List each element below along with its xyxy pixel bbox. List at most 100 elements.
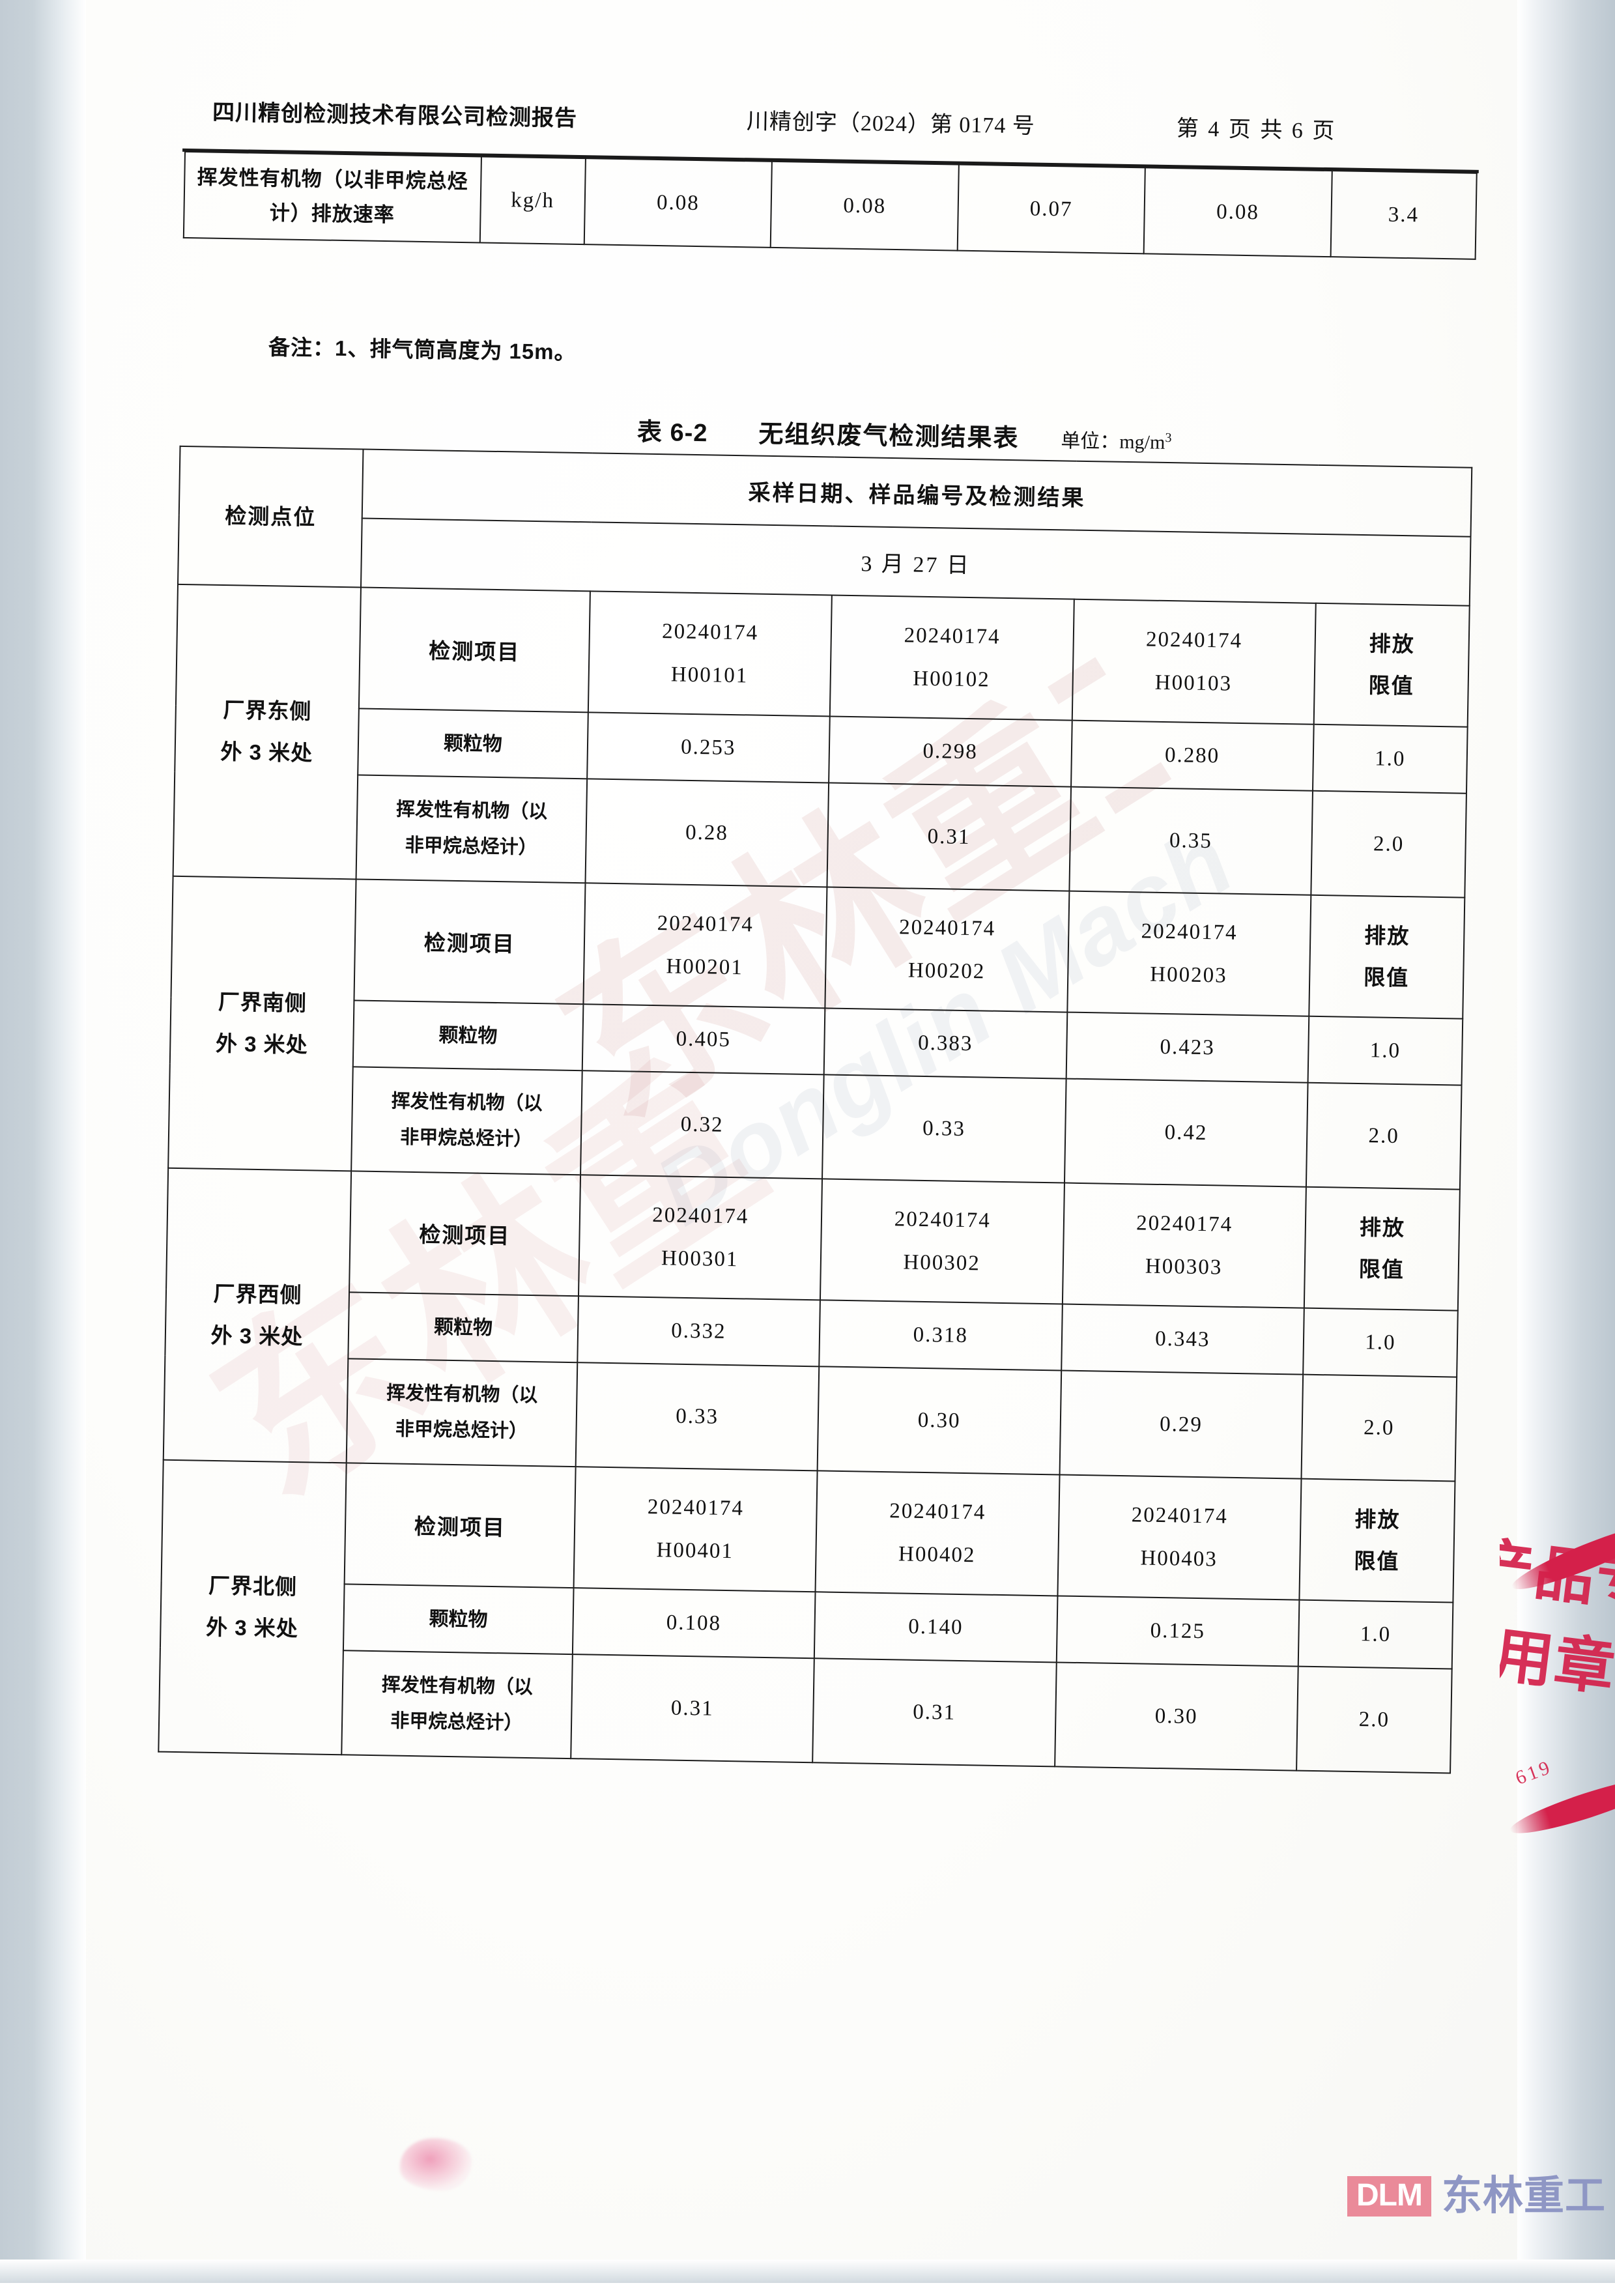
sample-id: H00101 [670,663,749,688]
sample-prefix: 20240174 [904,624,1001,649]
sample-id: H00403 [1140,1546,1218,1571]
item-label-line2: 非甲烷总烃计） [400,1126,533,1150]
cell-voc-1-2: 0.31 [827,782,1071,891]
site-line2: 外 3 米处 [205,1614,299,1641]
sample-id: H00303 [1145,1254,1223,1280]
brand-logo: DLM 东林重工 [1347,2176,1606,2217]
cell-value-3: 0.07 [957,164,1146,254]
table-row: 挥发性有机物（以 非甲烷总烃计） 0.31 0.31 0.30 2.0 [158,1648,1452,1773]
limit-header-line1: 排放 [1354,1506,1401,1532]
table-note: 备注：1、排气筒高度为 15m。 [268,335,577,364]
sample-prefix: 20240174 [898,915,996,941]
item-header-label: 检测项目 [423,930,516,956]
site-line2: 外 3 米处 [215,1031,309,1057]
report-document-number: 川精创字（2024）第 0174 号 [746,109,1036,139]
cell-sample-1-1: 20240174 H00101 [588,591,832,717]
sample-prefix: 20240174 [647,1495,745,1521]
cell-voc-3-1: 0.33 [575,1362,820,1471]
sample-prefix: 20240174 [1141,919,1238,945]
site-line1: 厂界南侧 [218,989,307,1015]
header-group-label: 采样日期、样品编号及检测结果 [748,480,1086,511]
cell-voc-1-3: 0.35 [1068,786,1313,895]
item-header-label: 检测项目 [414,1514,506,1540]
cell-site-3: 厂界西侧 外 3 米处 [163,1168,352,1463]
item-label: 颗粒物 [438,1024,498,1047]
brand-badge-dlm: DLM [1347,2176,1431,2217]
sample-prefix: 20240174 [1131,1503,1229,1528]
sample-id: H00102 [913,667,990,692]
cell-particulate-limit-1: 1.0 [1312,724,1468,794]
cell-sample-3-1: 20240174 H00301 [578,1175,823,1300]
brand-name-chinese: 东林重工 [1441,2174,1606,2218]
sample-prefix: 20240174 [661,620,759,645]
sampling-date-label: 3 月 27 日 [861,551,971,578]
cell-item-header-1: 检测项目 [359,587,590,713]
limit-header-line2: 限值 [1368,673,1414,698]
site-line1: 厂界东侧 [223,697,312,723]
cell-voc-2-1: 0.32 [580,1070,824,1179]
limit-header-line1: 排放 [1369,631,1416,656]
cell-sample-2-3: 20240174 H00203 [1066,891,1311,1016]
cell-particulate-4-2: 0.140 [814,1592,1057,1663]
cell-item-header-2: 检测项目 [354,879,586,1005]
cell-sample-2-1: 20240174 H00201 [582,883,827,1009]
cell-unit: kg/h [479,156,586,245]
item-label-line2: 非甲烷总烃计） [395,1418,528,1442]
header-point-label: 检测点位 [225,504,317,530]
cell-sample-4-1: 20240174 H00401 [573,1467,818,1592]
cell-voc-3-2: 0.30 [817,1366,1061,1475]
limit-header-line2: 限值 [1354,1548,1400,1574]
cell-limit-header-3: 排放 限值 [1304,1186,1460,1311]
item-label: 颗粒物 [443,732,503,755]
cell-voc-4-1: 0.31 [570,1654,814,1763]
sample-id: H00402 [898,1542,976,1568]
table-row: 厂界南侧 外 3 米处 检测项目 20240174 H00201 2024017… [168,876,1465,1171]
cell-particulate-4-3: 0.125 [1056,1596,1300,1667]
cell-item-particulate-3: 颗粒物 [348,1292,579,1363]
sample-id: H00301 [661,1246,739,1272]
cell-particulate-limit-4: 1.0 [1298,1600,1453,1669]
item-label-line2: 非甲烷总烃计） [405,835,537,859]
cell-voc-2-3: 0.42 [1064,1078,1308,1187]
cell-particulate-1-2: 0.298 [829,716,1072,787]
ink-smudge-artifact [400,2138,472,2190]
sample-id: H00401 [656,1538,734,1564]
cell-particulate-2-3: 0.423 [1066,1012,1309,1083]
cell-value-2: 0.08 [771,161,959,251]
sample-prefix: 20240174 [1145,627,1243,653]
report-company-title: 四川精创检测技术有限公司检测报告 [212,100,578,131]
item-label-line1: 挥发性有机物（以 [381,1674,534,1699]
sample-id: H00302 [903,1250,981,1276]
cell-particulate-limit-2: 1.0 [1308,1016,1463,1085]
cell-particulate-2-2: 0.383 [823,1008,1067,1079]
cell-limit-header-4: 排放 限值 [1299,1478,1455,1603]
item-label-line1: 挥发性有机物（以 [395,799,548,823]
cell-particulate-3-1: 0.332 [577,1296,820,1367]
cell-parameter-label: 挥发性有机物（以非甲烷总烃计）排放速率 [183,151,481,243]
cell-limit-header-1: 排放 限值 [1313,603,1470,727]
table-row: 厂界北侧 外 3 米处 检测项目 20240174 H00401 2024017… [158,1459,1455,1755]
cell-voc-limit-4: 2.0 [1296,1666,1452,1773]
cell-item-voc-1: 挥发性有机物（以 非甲烷总烃计） [356,775,587,883]
cell-voc-1-1: 0.28 [585,779,829,887]
cell-site-4: 厂界北侧 外 3 米处 [158,1459,347,1755]
cell-voc-4-2: 0.31 [812,1658,1057,1767]
sample-prefix: 20240174 [894,1207,992,1233]
unit-superscript: 3 [1165,430,1172,446]
site-line1: 厂界北侧 [208,1573,298,1599]
cell-sample-4-2: 20240174 H00402 [815,1471,1060,1596]
table-caption: 表 6-2 无组织废气检测结果表 单位：mg/m3 [637,412,1478,461]
item-label-line1: 挥发性有机物（以 [391,1091,543,1115]
cell-value-limit: 3.4 [1330,171,1477,259]
sample-id: H00203 [1150,962,1227,988]
limit-header-line1: 排放 [1364,923,1410,948]
cell-voc-4-3: 0.30 [1054,1662,1298,1771]
fugitive-emission-results-table: 检测点位 采样日期、样品编号及检测结果 3 月 27 日 厂界东侧 外 3 米处… [158,446,1472,1774]
cell-value-4: 0.08 [1143,167,1332,257]
cell-value-1: 0.08 [584,158,773,248]
header-cell-point: 检测点位 [178,446,364,588]
paper-surface [86,0,1517,2283]
sample-prefix: 20240174 [1136,1211,1233,1237]
table-row: 厂界东侧 外 3 米处 检测项目 20240174 H00101 2024017… [173,584,1470,880]
